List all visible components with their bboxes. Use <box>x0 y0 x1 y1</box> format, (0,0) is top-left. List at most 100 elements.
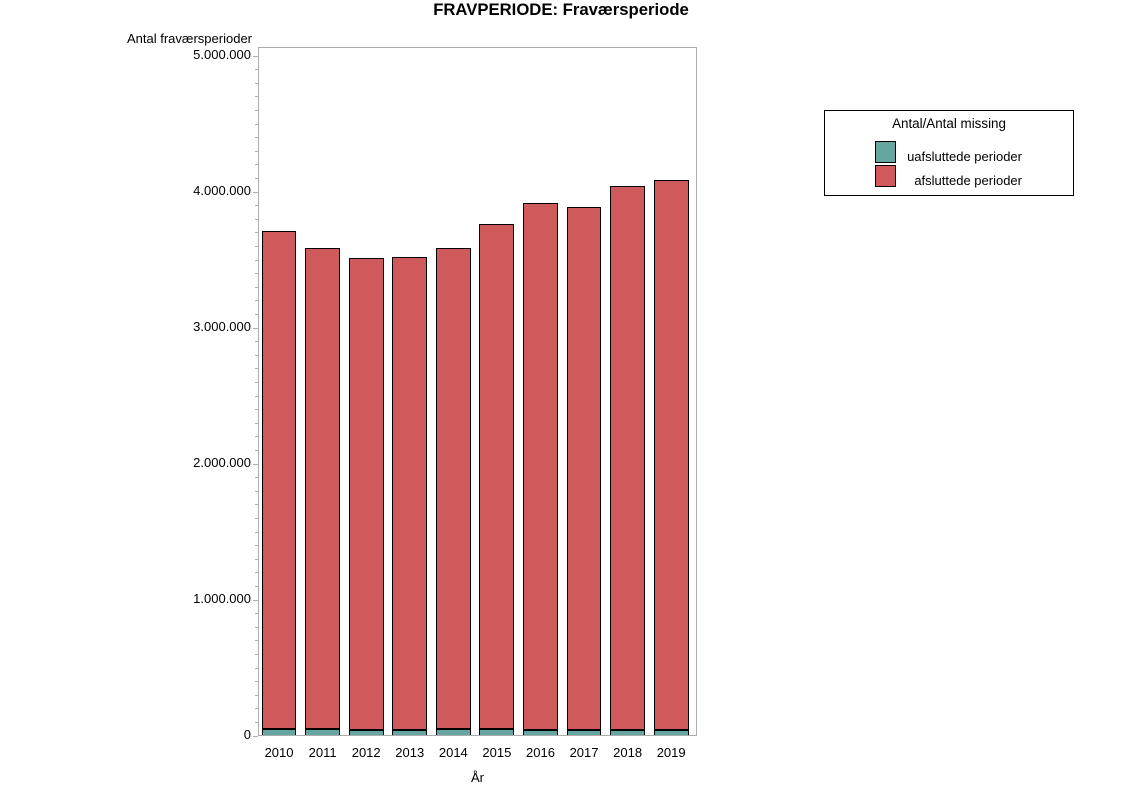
y-minor-tick <box>255 83 258 84</box>
y-minor-tick <box>255 273 258 274</box>
y-major-tick <box>253 736 258 737</box>
bar-2012 <box>348 258 384 735</box>
bar-2018 <box>610 186 646 735</box>
bar-segment-afsluttede <box>653 180 689 730</box>
y-tick-label: 4.000.000 <box>193 183 251 199</box>
y-minor-tick <box>255 436 258 437</box>
y-minor-tick <box>255 654 258 655</box>
legend-swatch-uafsluttede <box>875 140 896 163</box>
y-minor-tick <box>255 96 258 97</box>
x-tick-label: 2017 <box>569 745 599 760</box>
y-minor-tick <box>255 695 258 696</box>
y-minor-tick <box>255 151 258 152</box>
y-minor-tick <box>255 260 258 261</box>
y-minor-tick <box>255 137 258 138</box>
bar-segment-afsluttede <box>566 206 602 731</box>
bar-segment-uafsluttede <box>479 729 515 735</box>
y-minor-tick <box>255 722 258 723</box>
x-tick-label: 2014 <box>438 745 468 760</box>
y-minor-tick <box>255 124 258 125</box>
y-tick-label: 0 <box>243 727 251 742</box>
legend-title: Antal/Antal missing <box>892 116 1006 131</box>
y-minor-tick <box>255 382 258 383</box>
bar-segment-uafsluttede <box>261 728 297 735</box>
y-minor-tick <box>255 627 258 628</box>
x-tick-label: 2013 <box>395 745 425 760</box>
y-minor-tick <box>255 559 258 560</box>
y-minor-tick <box>255 477 258 478</box>
bar-segment-uafsluttede <box>305 729 341 735</box>
x-tick-label: 2010 <box>264 745 294 760</box>
bar-segment-afsluttede <box>392 257 428 731</box>
y-minor-tick <box>255 423 258 424</box>
y-minor-tick <box>255 518 258 519</box>
x-tick-label: 2016 <box>526 745 555 760</box>
y-minor-tick <box>255 110 258 111</box>
bar-segment-uafsluttede <box>566 730 602 735</box>
bar-segment-afsluttede <box>479 224 515 730</box>
y-minor-tick <box>255 368 258 369</box>
y-minor-tick <box>255 396 258 397</box>
y-minor-tick <box>255 69 258 70</box>
bar-segment-uafsluttede <box>523 729 558 735</box>
x-tick-label: 2011 <box>308 745 337 760</box>
y-tick-label: 5.000.000 <box>193 47 251 63</box>
chart-title: FRAVPERIODE: Fraværsperiode <box>433 0 689 19</box>
x-tick-label: 2012 <box>351 745 381 760</box>
bar-2019 <box>653 180 689 735</box>
bar-segment-uafsluttede <box>610 729 646 735</box>
y-minor-tick <box>255 450 258 451</box>
bar-2014 <box>435 247 471 735</box>
bar-segment-uafsluttede <box>653 729 689 735</box>
y-minor-tick <box>255 246 258 247</box>
bar-2016 <box>523 203 558 735</box>
bar-segment-afsluttede <box>261 231 297 729</box>
y-minor-tick <box>255 572 258 573</box>
bar-segment-afsluttede <box>610 186 646 730</box>
y-minor-tick <box>255 232 258 233</box>
bar-segment-afsluttede <box>305 247 341 730</box>
x-tick-label: 2015 <box>482 745 512 760</box>
bar-2017 <box>566 206 602 735</box>
x-tick-label: 2018 <box>613 745 643 760</box>
y-major-tick <box>253 192 258 193</box>
bar-2010 <box>261 231 297 735</box>
bar-2013 <box>392 257 428 735</box>
y-minor-tick <box>255 409 258 410</box>
y-major-tick <box>253 464 258 465</box>
y-minor-tick <box>255 219 258 220</box>
bar-segment-uafsluttede <box>435 729 471 735</box>
y-minor-tick <box>255 708 258 709</box>
y-major-tick <box>253 328 258 329</box>
bar-segment-uafsluttede <box>392 730 428 735</box>
y-minor-tick <box>255 613 258 614</box>
legend: Antal/Antal missing uafsluttede perioder… <box>824 110 1074 196</box>
y-major-tick <box>253 56 258 57</box>
y-minor-tick <box>255 178 258 179</box>
y-minor-tick <box>255 491 258 492</box>
y-minor-tick <box>255 545 258 546</box>
y-minor-tick <box>255 681 258 682</box>
x-tick-label: 2019 <box>656 745 686 760</box>
y-axis-title: Antal fraværsperioder <box>127 31 252 46</box>
y-minor-tick <box>255 287 258 288</box>
bar-2011 <box>305 247 341 735</box>
bar-segment-afsluttede <box>523 203 558 730</box>
bar-segment-uafsluttede <box>348 730 384 735</box>
plot-area <box>258 47 697 736</box>
y-minor-tick <box>255 314 258 315</box>
y-minor-tick <box>255 504 258 505</box>
bar-segment-afsluttede <box>435 247 471 730</box>
legend-swatch-afsluttede <box>875 164 896 187</box>
y-major-tick <box>253 600 258 601</box>
y-minor-tick <box>255 668 258 669</box>
y-minor-tick <box>255 586 258 587</box>
y-minor-tick <box>255 205 258 206</box>
y-tick-label: 3.000.000 <box>193 319 251 335</box>
x-axis-title: År <box>471 770 484 785</box>
bar-2015 <box>479 224 515 735</box>
y-minor-tick <box>255 640 258 641</box>
y-minor-tick <box>255 341 258 342</box>
bar-segment-afsluttede <box>348 258 384 731</box>
